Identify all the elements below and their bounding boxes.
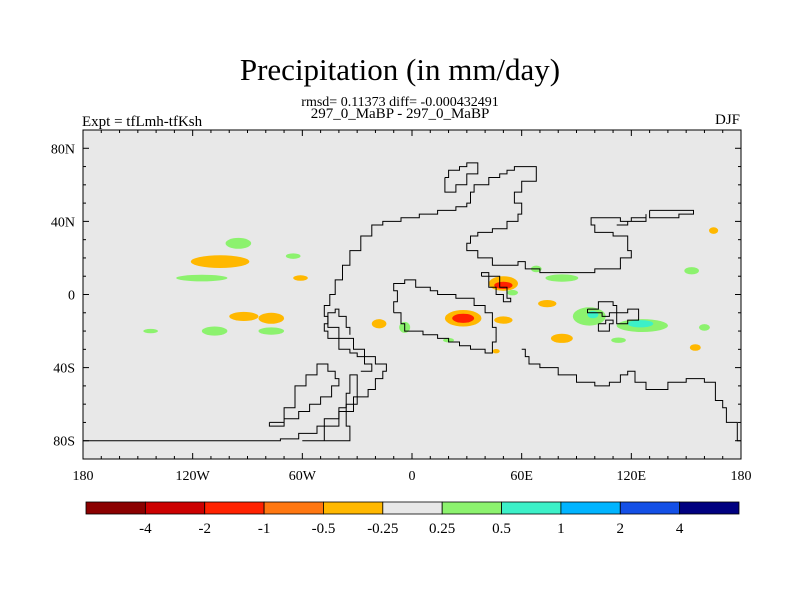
anomaly-region-7 bbox=[258, 312, 285, 324]
colorbar-swatch-10 bbox=[679, 501, 740, 515]
colorbar-swatch-0 bbox=[85, 501, 146, 515]
anomaly-region-8 bbox=[258, 327, 285, 335]
anomaly-region-26 bbox=[684, 267, 699, 275]
chart-subtitle: rmsd= 0.11373 diff= -0.000432491 bbox=[301, 95, 499, 110]
coastline-1 bbox=[323, 308, 373, 372]
anomaly-region-24 bbox=[550, 333, 573, 343]
colorbar-swatch-1 bbox=[144, 501, 206, 515]
anomaly-region-1 bbox=[225, 237, 252, 249]
anomaly-region-2 bbox=[176, 274, 228, 282]
season-label: DJF bbox=[714, 112, 740, 128]
y-tick-label-2: 0 bbox=[68, 289, 75, 304]
x-tick-label-2: 60W bbox=[289, 469, 317, 484]
coastline-10 bbox=[444, 162, 479, 193]
anomaly-region-19 bbox=[545, 274, 579, 282]
anomaly-region-32 bbox=[492, 348, 500, 354]
colorbar-label-3: -0.5 bbox=[312, 521, 336, 537]
y-tick-label-0: 80N bbox=[51, 142, 75, 157]
map-background bbox=[83, 130, 741, 459]
coastline-3 bbox=[302, 374, 358, 442]
colorbar-label-5: 0.25 bbox=[429, 521, 455, 537]
period-label: 297_0_MaBP - 297_0_MaBP bbox=[310, 106, 490, 122]
colorbar: -4 -2 -1 -0.5 -0.25 0.25 0.5 1 2 4 bbox=[85, 501, 740, 537]
x-tick-label-1: 120W bbox=[176, 469, 211, 484]
anomaly-region-0 bbox=[190, 255, 250, 268]
anomaly-region-21 bbox=[587, 310, 599, 319]
colorbar-swatch-5 bbox=[382, 501, 443, 515]
colorbar-label-7: 1 bbox=[557, 521, 565, 537]
coastline-7 bbox=[616, 308, 640, 325]
anomaly-region-6 bbox=[229, 311, 259, 322]
coastline-11 bbox=[481, 272, 512, 303]
anomaly-region-27 bbox=[698, 324, 710, 331]
colorbar-label-2: -1 bbox=[258, 521, 271, 537]
colorbar-swatch-3 bbox=[263, 501, 324, 515]
coastline-0 bbox=[83, 166, 647, 442]
axis-ticks: 180 120W 60W 0 60E 120E 180 80N 40N 0 40S 80S bbox=[51, 130, 752, 484]
anomaly-region-25 bbox=[611, 337, 626, 343]
colorbar-swatch-4 bbox=[323, 501, 384, 515]
y-tick-label-1: 40N bbox=[51, 215, 75, 230]
experiment-label: Expt = tfLmh-tfKsh bbox=[82, 114, 203, 130]
colorbar-label-8: 2 bbox=[617, 521, 625, 537]
anomaly-region-17 bbox=[507, 289, 519, 296]
anomaly-region-13 bbox=[452, 313, 475, 323]
colorbar-swatch-7 bbox=[501, 501, 562, 515]
x-tick-label-5: 120E bbox=[617, 469, 647, 484]
y-tick-label-4: 80S bbox=[53, 435, 75, 450]
colorbar-label-0: -4 bbox=[139, 521, 152, 537]
colorbar-swatch-6 bbox=[441, 501, 502, 515]
anomaly-region-29 bbox=[709, 227, 719, 234]
y-tick-label-3: 40S bbox=[53, 362, 75, 377]
chart-title: Precipitation (in mm/day) bbox=[239, 52, 561, 87]
coastline-4 bbox=[393, 279, 497, 354]
x-tick-label-3: 0 bbox=[409, 469, 416, 484]
anomaly-region-18 bbox=[538, 299, 557, 308]
anomaly-region-28 bbox=[689, 344, 701, 351]
colorbar-swatch-2 bbox=[204, 501, 265, 515]
anomaly-region-9 bbox=[143, 328, 158, 334]
coastline-2 bbox=[268, 363, 340, 427]
anomaly-region-3 bbox=[285, 253, 301, 259]
x-tick-label-0: 180 bbox=[73, 469, 94, 484]
colorbar-label-4: -0.25 bbox=[367, 521, 398, 537]
anomaly-region-5 bbox=[201, 326, 228, 336]
colorbar-label-1: -2 bbox=[198, 521, 211, 537]
colorbar-swatch-9 bbox=[619, 501, 681, 515]
anomaly-region-15 bbox=[494, 281, 513, 290]
x-tick-label-6: 180 bbox=[731, 469, 752, 484]
x-tick-label-4: 60E bbox=[510, 469, 533, 484]
colorbar-label-6: 0.5 bbox=[492, 521, 511, 537]
coastlines bbox=[83, 162, 741, 445]
coastline-5 bbox=[521, 348, 741, 445]
colorbar-label-9: 4 bbox=[676, 521, 684, 537]
colorbar-swatch-8 bbox=[560, 501, 621, 515]
anomaly-region-23 bbox=[627, 320, 654, 328]
anomaly-region-4 bbox=[293, 275, 308, 281]
coastline-8 bbox=[597, 319, 614, 332]
anomaly-regions bbox=[143, 227, 719, 354]
anomaly-region-16 bbox=[494, 316, 513, 324]
anomaly-region-10 bbox=[371, 319, 387, 329]
coastline-9 bbox=[649, 209, 694, 219]
